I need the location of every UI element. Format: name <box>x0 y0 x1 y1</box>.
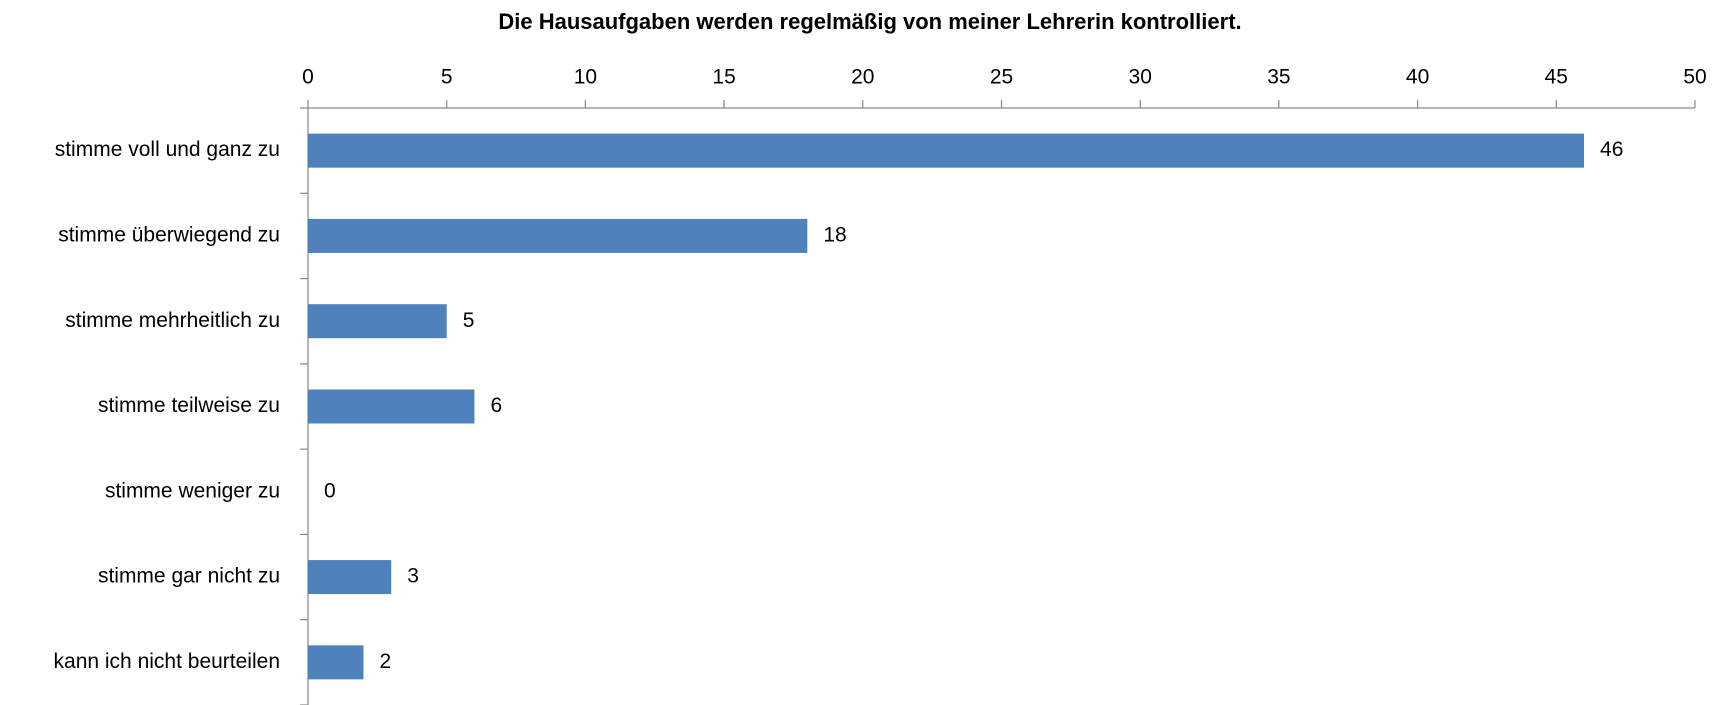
bar <box>308 218 808 253</box>
x-tick-label: 10 <box>574 66 597 89</box>
y-tick-label: stimme mehrheitlich zu <box>65 309 280 332</box>
bar <box>308 133 1585 168</box>
x-tick-label: 40 <box>1406 66 1429 89</box>
bar <box>308 560 392 595</box>
data-label: 2 <box>379 650 391 673</box>
y-tick-label: stimme gar nicht zu <box>98 565 280 588</box>
y-tick-label: stimme überwiegend zu <box>58 223 280 246</box>
x-tick-label: 20 <box>851 66 874 89</box>
data-label: 18 <box>823 223 846 246</box>
x-tick-label: 45 <box>1545 66 1568 89</box>
bar <box>308 304 447 339</box>
x-tick-label: 50 <box>1683 66 1706 89</box>
data-label: 46 <box>1600 138 1623 161</box>
data-label: 0 <box>324 479 336 502</box>
x-tick-label: 15 <box>712 66 735 89</box>
bar <box>308 389 475 424</box>
data-label: 3 <box>407 565 419 588</box>
y-tick-label: stimme teilweise zu <box>98 394 280 417</box>
data-label: 5 <box>463 309 475 332</box>
y-tick-label: stimme weniger zu <box>105 479 280 502</box>
x-tick-label: 5 <box>441 66 453 89</box>
x-tick-label: 30 <box>1129 66 1152 89</box>
chart-title: Die Hausaufgaben werden regelmäßig von m… <box>498 9 1241 34</box>
data-label: 6 <box>490 394 502 417</box>
bar <box>308 645 364 680</box>
y-tick-label: kann ich nicht beurteilen <box>54 650 280 673</box>
x-tick-label: 25 <box>990 66 1013 89</box>
y-tick-label: stimme voll und ganz zu <box>55 138 280 161</box>
x-tick-label: 35 <box>1267 66 1290 89</box>
x-tick-label: 0 <box>302 66 314 89</box>
